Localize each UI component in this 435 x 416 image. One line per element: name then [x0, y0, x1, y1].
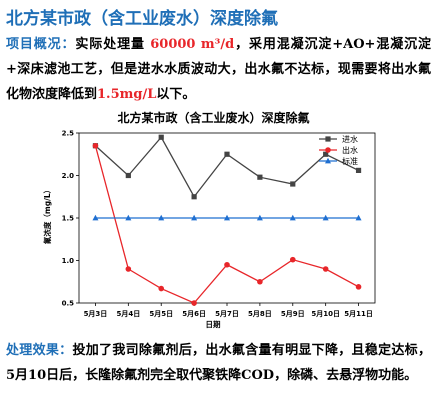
- data-point-series-2: [92, 142, 99, 149]
- treatment-effect: 处理效果：投加了我司除氟剂后，出水氟含量有明显下降，且稳定达标，5月10日后，长…: [6, 338, 431, 388]
- legend-label: 进水: [342, 134, 358, 144]
- target-value: 1.5mg/L: [97, 87, 157, 102]
- data-point-series-3: [256, 214, 263, 221]
- x-tick-label: 5月4日: [116, 310, 140, 318]
- data-point-series-3: [355, 214, 362, 221]
- y-tick-label: 1.5: [62, 215, 75, 223]
- series-line-2: [94, 145, 359, 304]
- data-point-series-1: [125, 172, 131, 179]
- data-point-series-3: [92, 214, 99, 221]
- chart-svg: 北方某市政（含工业废水）深度除氟 0.5 1.0 1.5 2.0 2.5 5月3日 5月4日…: [42, 110, 376, 329]
- data-point-series-2: [257, 278, 263, 285]
- data-point-series-3: [125, 214, 132, 221]
- capacity-value: 60000 m³/d: [150, 37, 235, 52]
- data-point-series-1: [257, 174, 263, 180]
- overview-text-before: 实际处理量: [75, 37, 151, 52]
- y-tick-label: 2.5: [62, 130, 75, 138]
- legend-label: 标准: [342, 156, 358, 166]
- data-point-series-2: [125, 266, 132, 272]
- data-point-series-1: [224, 151, 230, 157]
- fluoride-chart: 北方某市政（含工业废水）深度除氟 0.5 1.0 1.5 2.0 2.5 5月3日 5月4日…: [37, 107, 390, 335]
- effect-text: 投加了我司除氟剂后，出水氟含量有明显下降，且稳定达标，5月10日后，长隆除氟剂完…: [6, 343, 431, 383]
- x-tick-label: 5月3日: [84, 310, 108, 318]
- x-tick-label: 5月8日: [248, 310, 272, 318]
- y-axis-label: 氟浓度（mg/L）: [42, 186, 52, 244]
- data-point-series-1: [355, 167, 362, 173]
- data-point-series-1: [158, 134, 164, 140]
- x-tick-label: 5月9日: [281, 310, 305, 318]
- data-point-series-2: [355, 284, 362, 290]
- data-point-series-2: [191, 300, 197, 306]
- data-point-series-1: [191, 194, 197, 200]
- overview-text-after: 以下。: [156, 87, 196, 102]
- chart-ticks: 0.5 1.0 1.5 2.0 2.5 5月3日 5月4日 5月5日 5月6日 5月7日 5月8日 5…: [62, 130, 373, 319]
- x-tick-label: 5月7日: [215, 310, 239, 318]
- chart-title: 北方某市政（含工业废水）深度除氟: [117, 110, 309, 125]
- x-tick-label: 5月5日: [149, 310, 173, 318]
- data-point-series-3: [322, 214, 329, 221]
- data-point-series-3: [224, 214, 230, 221]
- data-point-series-2: [224, 261, 230, 268]
- data-point-series-2: [158, 285, 165, 292]
- legend-marker: [325, 136, 331, 142]
- x-axis-label: 日期: [206, 319, 221, 329]
- series-line-1: [95, 136, 359, 198]
- page-title: 北方某市政（含工业废水）深度除氟: [6, 9, 278, 29]
- overview-label: 项目概况：: [6, 37, 76, 52]
- chart-series: [92, 134, 362, 306]
- legend-marker: [325, 147, 331, 153]
- data-point-series-1: [290, 181, 296, 187]
- overview-text-middle: ，采用混凝沉淀+AO+混凝沉淀+深床滤池工艺，但是进水水质波动大，出水氟不达标，…: [6, 37, 431, 102]
- project-overview: 项目概况：实际处理量 60000 m³/d，采用混凝沉淀+AO+混凝沉淀+深床滤…: [6, 32, 431, 107]
- y-tick-label: 2.0: [62, 172, 75, 180]
- y-tick-label: 0.5: [62, 300, 75, 308]
- legend-label: 出水: [342, 145, 358, 155]
- effect-label: 处理效果：: [6, 343, 73, 358]
- legend-marker: [325, 157, 331, 164]
- data-point-series-3: [191, 214, 198, 221]
- data-point-series-2: [289, 256, 296, 263]
- data-point-series-2: [322, 266, 329, 272]
- data-point-series-3: [158, 214, 165, 221]
- data-point-series-3: [289, 214, 296, 221]
- x-tick-label: 5月6日: [182, 310, 206, 318]
- x-tick-label: 5月10日: [311, 310, 340, 318]
- x-tick-label: 5月11日: [344, 310, 373, 318]
- y-tick-label: 1.0: [62, 257, 75, 265]
- data-point-series-1: [323, 151, 329, 157]
